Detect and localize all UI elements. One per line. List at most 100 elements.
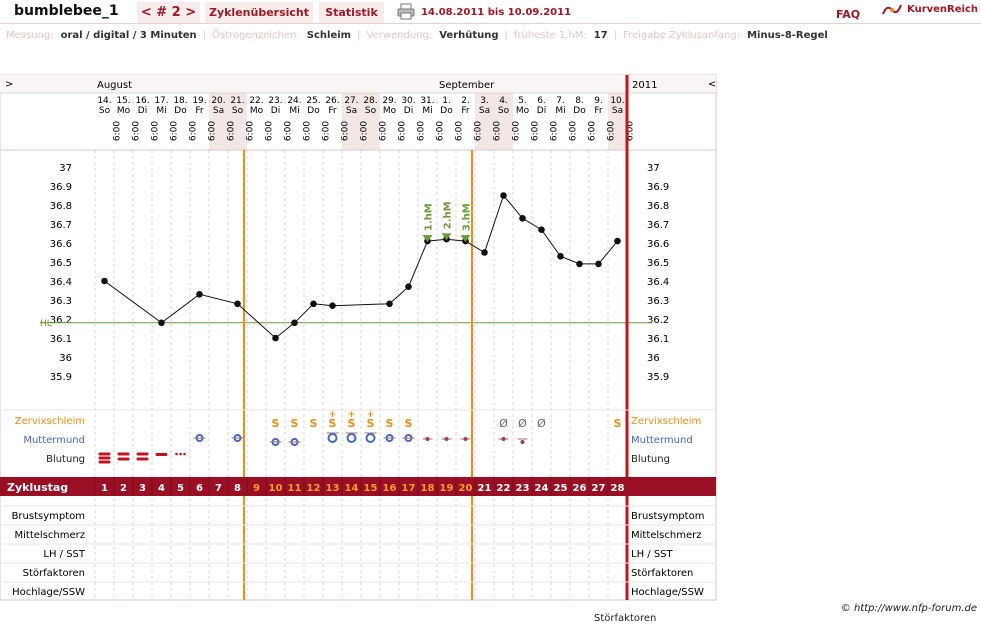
day-weekday: Fr bbox=[594, 106, 603, 116]
day-weekday: Mi bbox=[422, 106, 432, 116]
bleeding-strong bbox=[136, 457, 149, 461]
y-tick-left: 37 bbox=[59, 163, 72, 174]
bleeding-medium bbox=[155, 453, 168, 456]
day-weekday: Fr bbox=[328, 106, 337, 116]
temperature-point bbox=[158, 319, 165, 327]
higher-measurement-marker bbox=[441, 233, 452, 241]
meta-value: 17 bbox=[593, 30, 608, 41]
sign-row-label: Muttermund bbox=[23, 435, 85, 446]
y-tick-left: 36.8 bbox=[50, 201, 72, 212]
cervical-mucus-sign: S bbox=[291, 417, 299, 430]
y-tick-right: 36.9 bbox=[647, 182, 669, 193]
tab-zyklenuebersicht[interactable]: Zyklenübersicht bbox=[205, 2, 313, 23]
sign-row-label: Blutung bbox=[46, 454, 85, 465]
year-label: 2011 bbox=[632, 80, 657, 91]
measurement-time: 6:00 bbox=[455, 121, 465, 141]
cervix-open bbox=[327, 433, 338, 443]
cycle-day-number: 28 bbox=[611, 483, 625, 494]
y-tick-left: 36.3 bbox=[50, 296, 72, 307]
day-weekday: Sa bbox=[479, 106, 490, 116]
bleeding-heavy bbox=[98, 460, 111, 464]
day-number: 8. bbox=[575, 96, 584, 106]
cycle-day-number: 18 bbox=[421, 483, 435, 494]
brand-name[interactable]: KurvenReich bbox=[907, 4, 979, 15]
day-number: 26. bbox=[325, 96, 339, 106]
day-weekday: Mo bbox=[250, 106, 264, 116]
meta-separator: | bbox=[357, 30, 361, 41]
y-tick-right: 36.1 bbox=[647, 334, 669, 345]
cycle-day-number: 11 bbox=[288, 483, 302, 494]
print-icon[interactable] bbox=[397, 3, 415, 24]
cervix-open bbox=[346, 433, 357, 443]
measurement-time: 6:00 bbox=[322, 121, 332, 141]
day-weekday: Di bbox=[537, 106, 546, 116]
y-tick-right: 36.6 bbox=[647, 239, 669, 250]
cycle-day-number: 6 bbox=[196, 483, 203, 494]
measurement-time: 6:00 bbox=[227, 121, 237, 141]
temperature-point bbox=[576, 260, 583, 268]
day-weekday: Mo bbox=[117, 106, 131, 116]
cycle-day-number: 12 bbox=[307, 483, 321, 494]
cycle-day-number: 21 bbox=[478, 483, 492, 494]
measurement-time: 6:00 bbox=[569, 121, 579, 141]
date-range: 14.08.2011 bis 10.09.2011 bbox=[421, 7, 572, 18]
day-weekday: Mo bbox=[516, 106, 530, 116]
y-tick-left: 35.9 bbox=[50, 372, 72, 383]
temperature-point bbox=[405, 283, 412, 291]
cervical-mucus-sign: S bbox=[310, 417, 318, 430]
cycle-day-number: 13 bbox=[326, 483, 340, 494]
scroll-right-arrow: < bbox=[708, 79, 716, 90]
bleeding-spotting bbox=[175, 452, 178, 456]
day-number: 17. bbox=[154, 96, 168, 106]
measurement-time: 6:00 bbox=[189, 121, 199, 141]
meta-value: oral / digital / 3 Minuten bbox=[60, 30, 197, 41]
day-weekday: So bbox=[365, 106, 377, 116]
sign-row-label-right: Blutung bbox=[631, 454, 670, 465]
y-tick-left: 36.4 bbox=[50, 277, 72, 288]
y-tick-right: 36.2 bbox=[647, 315, 669, 326]
y-tick-left: 36 bbox=[59, 353, 72, 364]
measurement-time: 6:00 bbox=[493, 121, 503, 141]
cycle-nav[interactable]: < # 2 > bbox=[137, 2, 200, 23]
cycle-day-number: 23 bbox=[516, 483, 530, 494]
day-weekday: Di bbox=[404, 106, 413, 116]
day-number: 20. bbox=[211, 96, 225, 106]
cervical-mucus-sign: S bbox=[329, 417, 337, 430]
temperature-point bbox=[500, 192, 507, 199]
cervix-closed bbox=[444, 437, 449, 441]
scroll-left-arrow: > bbox=[5, 79, 13, 90]
measurement-time: 6:00 bbox=[417, 121, 427, 141]
tab-statistik[interactable]: Statistik bbox=[319, 2, 384, 23]
bleeding-strong bbox=[136, 452, 149, 456]
day-number: 2. bbox=[461, 96, 470, 106]
cycle-day-number: 15 bbox=[364, 483, 378, 494]
meta-label: Freigabe Zyklusanfang: bbox=[623, 30, 741, 41]
measurement-time: 6:00 bbox=[512, 121, 522, 141]
weekend-band bbox=[494, 93, 513, 150]
day-number: 31. bbox=[420, 96, 434, 106]
day-weekday: Di bbox=[138, 106, 147, 116]
y-tick-right: 36.4 bbox=[647, 277, 669, 288]
day-number: 10. bbox=[610, 96, 624, 106]
meta-separator: | bbox=[613, 30, 618, 41]
y-tick-right: 37 bbox=[647, 163, 660, 174]
faq-link[interactable]: FAQ bbox=[836, 8, 861, 21]
weekend-band bbox=[228, 93, 247, 150]
bleeding-strong bbox=[117, 452, 130, 456]
day-number: 25. bbox=[306, 96, 320, 106]
day-number: 5. bbox=[518, 96, 527, 106]
day-number: 24. bbox=[287, 96, 301, 106]
temperature-point bbox=[386, 300, 393, 308]
cycle-day-number: 20 bbox=[459, 483, 473, 494]
measurement-time: 6:00 bbox=[208, 121, 218, 141]
day-number: 21. bbox=[230, 96, 244, 106]
measurement-time: 6:00 bbox=[474, 121, 484, 141]
cycle-day-number: 14 bbox=[345, 483, 359, 494]
measurement-time: 6:00 bbox=[398, 121, 408, 141]
cervical-mucus-sign: S bbox=[386, 417, 394, 430]
cycle-day-number: 25 bbox=[554, 483, 568, 494]
cycle-day-number: 10 bbox=[269, 483, 283, 494]
higher-measurement-marker bbox=[422, 235, 433, 243]
measurement-time: 6:00 bbox=[303, 121, 313, 141]
y-tick-right: 35.9 bbox=[647, 372, 669, 383]
